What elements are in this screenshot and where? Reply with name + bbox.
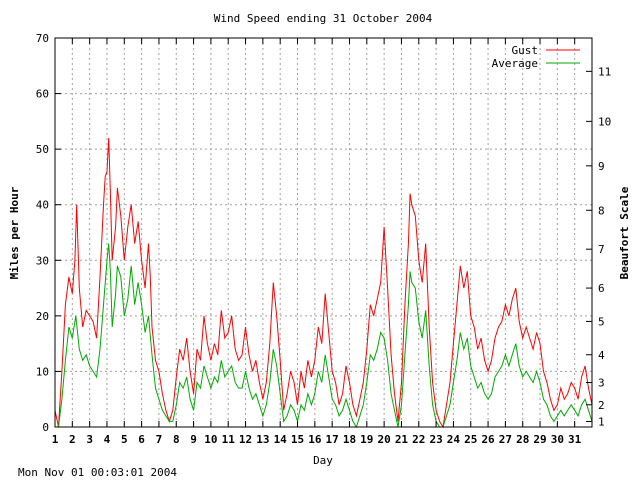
x-tick-label: 3 [86,433,93,446]
series-line-average [55,243,593,429]
x-tick-label: 14 [274,433,288,446]
chart-title: Wind Speed ending 31 October 2004 [214,12,433,25]
x-tick-label: 1 [52,433,59,446]
series-line-gust [54,137,593,429]
x-tick-label: 26 [481,433,495,446]
x-tick-label: 27 [499,433,512,446]
beaufort-tick-label: 2 [598,399,605,412]
x-tick-label: 23 [429,433,442,446]
series-layer [54,137,593,429]
x-tick-label: 13 [256,433,269,446]
x-tick-label: 31 [568,433,582,446]
y-tick-label: 70 [36,32,49,45]
x-tick-label: 25 [464,433,477,446]
x-tick-label: 5 [121,433,128,446]
x-axis-label: Day [313,454,333,467]
x-tick-label: 28 [516,433,529,446]
beaufort-tick-label: 4 [598,349,605,362]
x-tick-label: 29 [533,433,546,446]
timestamp-footer: Mon Nov 01 00:03:01 2004 [18,466,177,479]
y2-axis-label: Beaufort Scale [618,186,631,279]
y-axis-left: 0 10 20 30 40 50 60 70 [36,32,61,434]
x-tick-label: 24 [447,433,461,446]
beaufort-tick-label: 1 [598,415,605,428]
beaufort-tick-label: 7 [598,243,605,256]
x-tick-label: 20 [378,433,391,446]
x-tick-label: 9 [190,433,197,446]
x-tick-label: 4 [104,433,111,446]
x-tick-label: 7 [156,433,163,446]
x-tick-label: 12 [239,433,252,446]
beaufort-tick-label: 5 [598,315,605,328]
beaufort-tick-label: 10 [598,115,611,128]
y-tick-label: 20 [36,310,49,323]
legend-label: Average [492,57,538,70]
y-tick-label: 0 [42,421,49,434]
x-tick-label: 6 [138,433,145,446]
beaufort-tick-label: 6 [598,282,605,295]
x-tick-label: 2 [69,433,76,446]
x-tick-label: 19 [360,433,373,446]
y-tick-label: 60 [36,88,49,101]
x-axis: 1 2 3 4 5 6 7 8 9 10 11 12 13 14 15 16 17 18 19 20 21 22 23 24 2… [52,38,582,446]
x-tick-label: 11 [222,433,236,446]
x-tick-label: 8 [173,433,180,446]
y-tick-label: 40 [36,199,49,212]
x-tick-label: 18 [343,433,356,446]
beaufort-tick-label: 3 [598,377,605,390]
x-tick-label: 21 [395,433,409,446]
y-axis-right-beaufort: 1 2 3 4 5 6 7 8 9 10 11 [586,65,611,428]
y-tick-label: 30 [36,254,49,267]
x-tick-label: 30 [551,433,564,446]
beaufort-tick-label: 8 [598,204,605,217]
plot-frame [54,37,593,428]
x-tick-label: 17 [326,433,339,446]
x-tick-label: 22 [412,433,425,446]
y-axis-label: Miles per Hour [8,186,21,279]
y-tick-label: 10 [36,365,49,378]
legend-label: Gust [512,44,539,57]
x-tick-label: 15 [291,433,304,446]
beaufort-tick-label: 11 [598,65,611,78]
beaufort-tick-label: 9 [598,160,605,173]
x-tick-label: 10 [204,433,217,446]
y-tick-label: 50 [36,143,49,156]
x-tick-label: 16 [308,433,322,446]
